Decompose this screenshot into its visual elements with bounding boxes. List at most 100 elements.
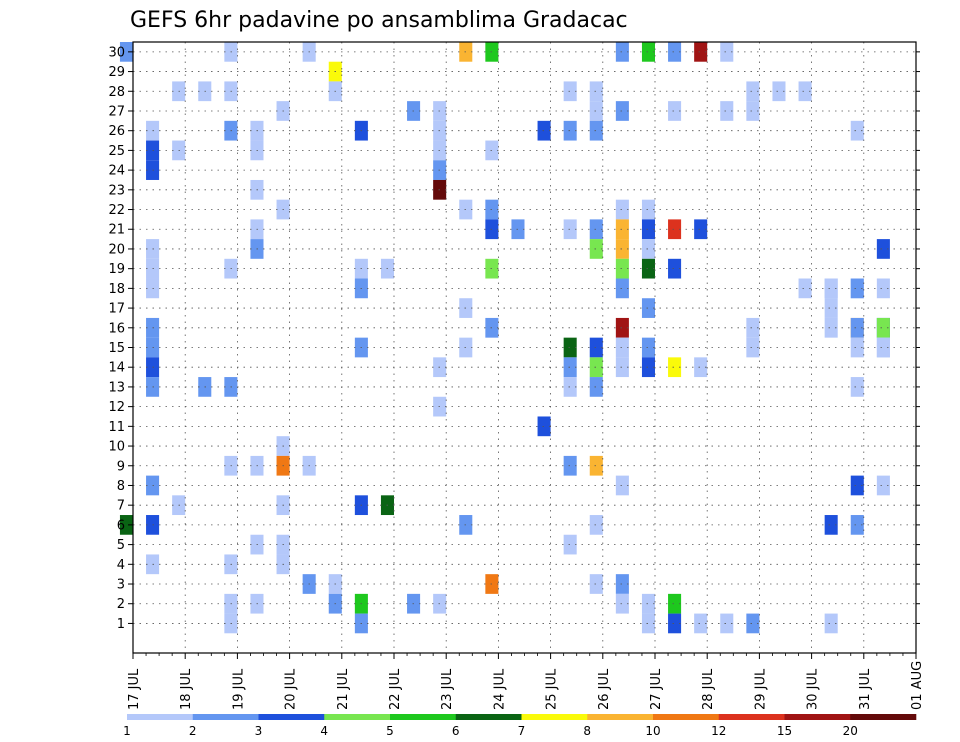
colorbar-swatch [718,714,785,720]
y-tick-label: 2 [117,597,125,612]
chart-grid [133,42,916,653]
heat-cell [563,120,577,141]
heat-cell [589,337,603,358]
colorbar-swatch [587,714,654,720]
colorbar-label: 5 [386,724,394,738]
colorbar-label: 7 [518,724,526,738]
y-tick-label: 23 [108,183,125,198]
heat-cell [824,613,838,634]
heat-cell [641,613,655,634]
heat-cell [746,337,760,358]
heat-cell [641,357,655,378]
heat-cell [563,534,577,555]
y-tick-label: 8 [117,479,125,494]
heat-cell [772,81,786,102]
y-tick-label: 9 [117,459,125,474]
y-tick-label: 11 [108,420,125,435]
heat-cell [615,357,629,378]
colorbar-swatch [258,714,325,720]
heat-cell [694,42,708,62]
x-tick-label: 24 JUL [492,668,507,710]
heat-cell [615,278,629,299]
heat-cell [668,42,682,62]
heat-cell [641,219,655,240]
colorbar: 1 2 3 4 5 6 7 8 10 12 15 20 [123,714,917,738]
colorbar-label: 2 [189,724,197,738]
colorbar-swatch [324,714,391,720]
colorbar-swatch [521,714,588,720]
heat-cell [589,574,603,594]
heat-cell [563,337,577,358]
x-tick-label: 21 JUL [336,668,351,710]
colorbar-label: 12 [711,724,726,738]
chart-cells [119,42,890,634]
heat-cell [850,515,864,535]
colorbar-swatch [390,714,457,720]
heat-cell [746,81,760,102]
heat-cell [641,298,655,318]
heat-cell [589,455,603,476]
x-tick-label: 25 JUL [545,668,560,710]
heat-cell [876,278,890,299]
x-tick-label: 29 JUL [753,668,768,710]
heat-cell [641,593,655,614]
heat-cell [589,219,603,240]
heat-cell [641,199,655,220]
heat-cell [746,317,760,338]
y-tick-label: 10 [108,440,125,455]
y-tick-label: 13 [108,380,125,395]
heat-cell [615,475,629,496]
heat-cell [694,613,708,634]
heat-cell [720,101,734,121]
x-tick-label: 31 JUL [858,668,873,710]
x-tick-label: 26 JUL [597,668,612,710]
heat-cell [615,239,629,259]
heat-cell [589,377,603,397]
heat-cell [589,357,603,378]
colorbar-swatch [653,714,720,720]
heat-cell [824,317,838,338]
x-tick-label: 18 JUL [179,668,194,710]
colorbar-swatch [784,714,851,720]
heat-cell [668,593,682,614]
y-axis: 1234567891011121314151617181920212223242… [108,45,920,632]
y-tick-label: 18 [108,282,125,297]
heat-cell [119,515,133,535]
y-tick-label: 20 [108,242,125,257]
heat-cell [589,120,603,141]
heat-cell [615,101,629,121]
y-tick-label: 21 [108,223,125,238]
colorbar-swatch [127,714,194,720]
heat-cell [119,42,133,62]
heat-cell [589,239,603,259]
colorbar-swatch [192,714,259,720]
heat-cell [876,337,890,358]
y-tick-label: 27 [108,104,125,119]
y-tick-label: 28 [108,85,125,100]
colorbar-swatch [850,714,917,720]
y-tick-label: 14 [108,361,125,376]
heat-cell [850,317,864,338]
heat-cell [589,101,603,121]
x-tick-label: 17 JUL [127,668,142,710]
colorbar-label: 4 [320,724,328,738]
heat-cell [615,593,629,614]
heat-cell [850,337,864,358]
heat-cell [641,239,655,259]
x-tick-label: 20 JUL [284,668,299,710]
heat-cell [563,377,577,397]
y-tick-label: 1 [117,617,125,632]
heat-cell [876,239,890,259]
heat-cell [641,337,655,358]
heat-cell [615,219,629,240]
y-tick-label: 25 [108,144,125,159]
heat-cell [720,42,734,62]
heat-cell [615,42,629,62]
heat-cell [876,317,890,338]
y-tick-label: 6 [117,518,125,533]
y-tick-label: 30 [108,45,125,60]
y-tick-label: 29 [108,65,125,80]
heat-cell [850,120,864,141]
y-tick-label: 26 [108,124,125,139]
